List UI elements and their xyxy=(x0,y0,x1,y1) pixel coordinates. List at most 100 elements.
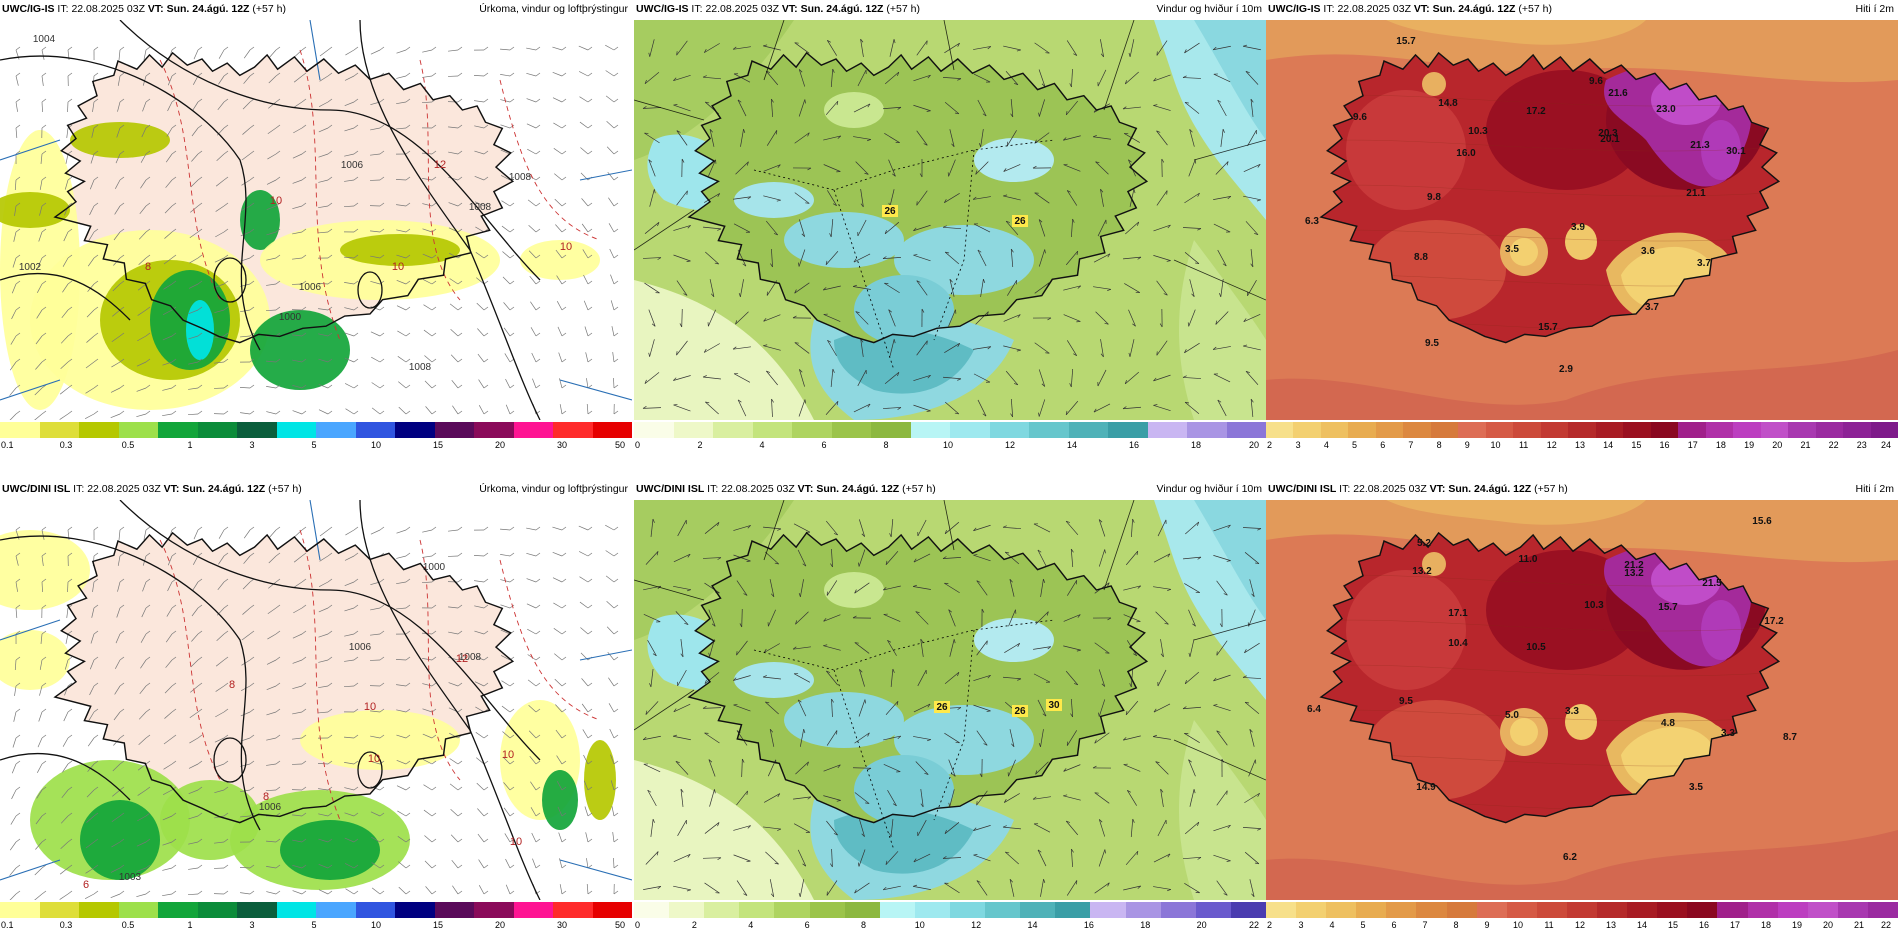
temperature-value-label: 3.3 xyxy=(1565,706,1579,717)
colorbar-tick-label: 23 xyxy=(1856,440,1867,450)
colorbar-swatch xyxy=(1777,902,1808,918)
map-svg: 26 26 xyxy=(634,20,1266,420)
colorbar-swatch xyxy=(1375,422,1404,438)
colorbar-swatch xyxy=(809,902,845,918)
temperature-value-label: 14.8 xyxy=(1438,98,1458,109)
colorbar-swatch xyxy=(669,902,705,918)
temperature-contour-label: 8 xyxy=(229,679,235,691)
colorbar-swatch xyxy=(1266,902,1297,918)
colorbar-swatch xyxy=(1187,422,1227,438)
pressure-label: 1008 xyxy=(459,652,482,663)
colorbar-swatch xyxy=(39,422,79,438)
colorbar-tick-label: 2 xyxy=(1267,440,1273,450)
precip-area xyxy=(542,770,578,830)
colorbar-swatch xyxy=(1815,422,1844,438)
colorbar-tick-label: 2 xyxy=(697,440,703,450)
colorbar-swatch xyxy=(949,902,986,918)
temperature-value-label: 13.2 xyxy=(1412,566,1432,577)
coastline xyxy=(687,51,1149,344)
valid-time: Sun. 24.ágú. 12Z xyxy=(816,483,900,495)
colorbar-swatch xyxy=(1536,902,1567,918)
colorbar-swatch xyxy=(713,422,753,438)
colorbar-tick-label: 10 xyxy=(942,440,954,450)
colorbar-swatch xyxy=(914,902,950,918)
colorbar-swatch xyxy=(1597,902,1628,918)
colorbar-swatch xyxy=(1416,902,1447,918)
wind-arrows xyxy=(642,518,1262,898)
colorbar-tick-label: 9 xyxy=(1484,920,1490,930)
colorbar-tick-label: 12 xyxy=(971,920,982,930)
pressure-label: 1003 xyxy=(119,872,142,883)
temperature-value-label: 15.7 xyxy=(1538,322,1558,333)
colorbar: 2 3 4 5 6 7 8 9 10 11 12 13 14 15 16 17 18 19 20 21 22 23 24 xyxy=(1266,422,1898,462)
colorbar-swatch xyxy=(910,422,950,438)
coastline xyxy=(1319,531,1781,824)
colorbar-tick-label: 4 xyxy=(1323,440,1329,450)
init-time: 22.08.2025 03Z xyxy=(71,3,145,15)
gust-value-label: 26 xyxy=(1014,706,1026,717)
temperature-value-label: 14.9 xyxy=(1416,782,1436,793)
colorbar-swatch xyxy=(634,422,674,438)
colorbar-tick-label: 3 xyxy=(249,440,255,450)
colorbar-swatch xyxy=(276,902,316,918)
colorbar-swatch xyxy=(989,422,1029,438)
colorbar-swatch xyxy=(1266,422,1294,438)
temperature-value-label: 23.0 xyxy=(1656,104,1676,115)
colorbar-tick-label: 19 xyxy=(1744,440,1755,450)
temperature-contour-label: 10 xyxy=(364,701,376,713)
colorbar-swatch xyxy=(0,422,40,438)
colorbar-swatch xyxy=(592,902,632,918)
colorbar-tick-label: 11 xyxy=(1544,920,1554,930)
colorbar-tick-label: 15 xyxy=(432,920,444,930)
colorbar-tick-label: 2 xyxy=(691,920,697,930)
colorbar-tick-label: 8 xyxy=(860,920,866,930)
coastline xyxy=(687,531,1149,824)
vt-label: VT: xyxy=(147,3,164,15)
colorbar-swatch xyxy=(871,422,911,438)
colorbar-tick-label: 50 xyxy=(614,920,626,930)
colorbar-tick-label: 6 xyxy=(1380,440,1386,450)
colorbar: 0 2 4 6 8 10 12 14 16 18 20 22 xyxy=(634,902,1266,942)
colorbar-tick-label: 18 xyxy=(1715,440,1726,450)
precip-area xyxy=(280,820,380,880)
model-name: UWC/DINI ISL xyxy=(1268,483,1337,495)
colorbar-swatch xyxy=(1293,422,1321,438)
colorbar-swatch xyxy=(197,902,237,918)
model-name: UWC/IG-IS xyxy=(636,3,689,15)
colorbar-tick-label: 8 xyxy=(1453,920,1459,930)
colorbar-swatch xyxy=(1788,422,1816,438)
coastline xyxy=(53,51,515,344)
temperature-value-label: 16.0 xyxy=(1456,148,1476,159)
colorbar-swatch xyxy=(673,422,713,438)
pressure-label: 1000 xyxy=(423,562,446,573)
colorbar-swatch xyxy=(1108,422,1148,438)
valid-time: Sun. 24.ágú. 12Z xyxy=(182,483,266,495)
temperature-contour-label: 10 xyxy=(270,195,282,207)
pressure-label: 1006 xyxy=(259,802,282,813)
colorbar: 0.1 0.3 0.5 1 3 5 10 15 20 30 50 xyxy=(0,422,632,462)
colorbar-tick-label: 5 xyxy=(311,440,317,450)
temperature-contour-label: 6 xyxy=(83,879,89,891)
colorbar-swatch xyxy=(158,902,198,918)
colorbar-swatch xyxy=(553,902,593,918)
temperature-value-label: 21.1 xyxy=(1686,188,1706,199)
colorbar-tick-label: 1 xyxy=(187,920,193,930)
colorbar-tick-label: 22 xyxy=(1248,920,1260,930)
colorbar-swatch xyxy=(513,902,553,918)
colorbar-tick-label: 18 xyxy=(1190,440,1202,450)
colorbar-tick-label: 7 xyxy=(1408,440,1414,450)
colorbar-swatch xyxy=(1476,902,1507,918)
temperature-contour-label: 12 xyxy=(434,159,446,171)
colorbar-tick-label: 13 xyxy=(1574,440,1586,450)
colorbar-swatch xyxy=(1870,422,1898,438)
it-label: IT: xyxy=(1323,3,1335,15)
colorbar-tick-label: 20 xyxy=(494,440,506,450)
colorbar-tick-label: 0 xyxy=(635,920,641,930)
colorbar-tick-label: 15 xyxy=(432,440,444,450)
colorbar-swatch xyxy=(634,902,670,918)
colorbar-tick-label: 8 xyxy=(1436,440,1442,450)
colorbar-swatch xyxy=(1485,422,1514,438)
temperature-contour-label: 10 xyxy=(368,753,380,765)
it-label: IT: xyxy=(73,483,85,495)
map-area: 26 26 xyxy=(634,20,1266,420)
